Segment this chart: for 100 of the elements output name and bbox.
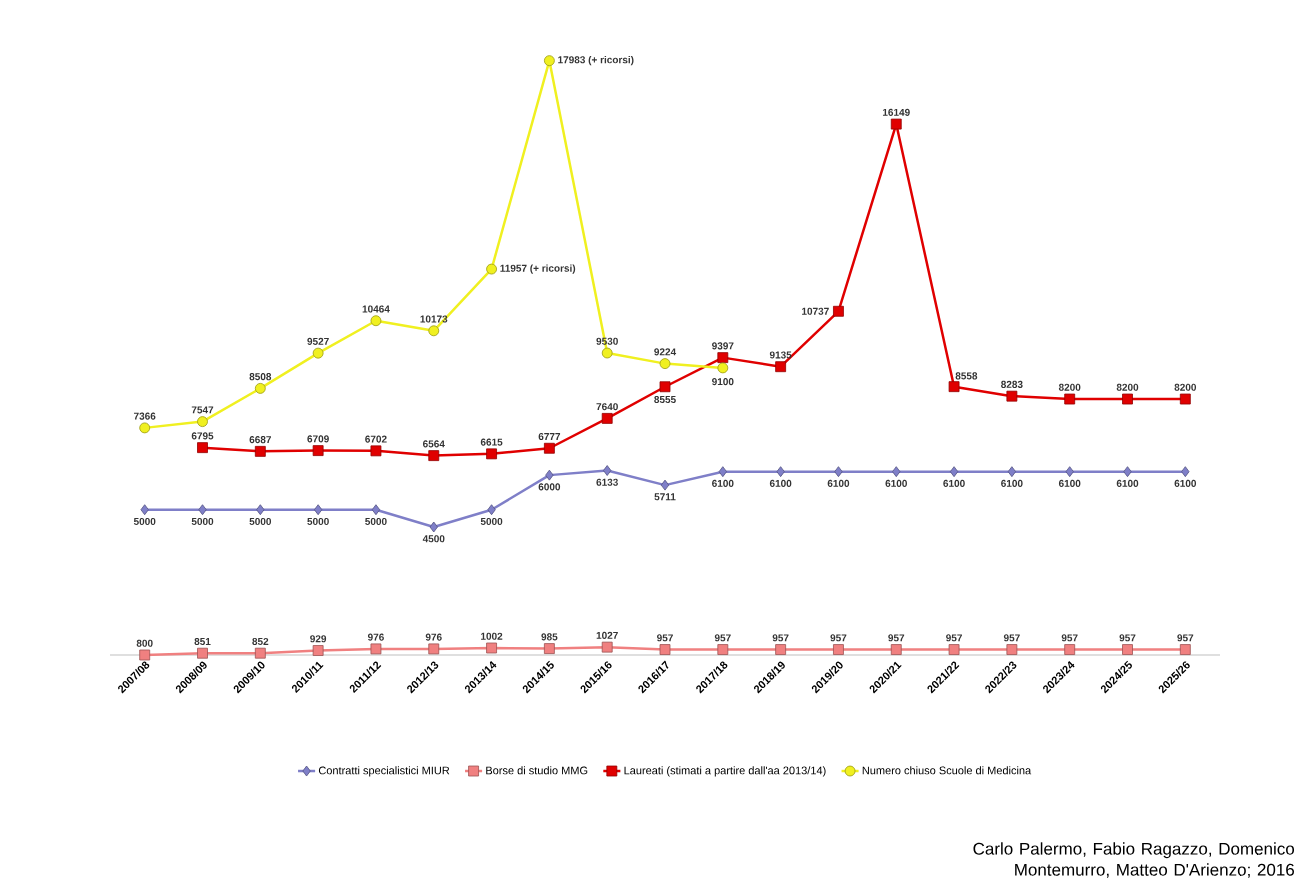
legend-label: Borse di studio MMG — [486, 766, 588, 775]
point — [486, 448, 497, 460]
point — [1122, 644, 1133, 655]
point — [543, 55, 555, 67]
point — [1006, 390, 1018, 402]
data-label: 976 — [425, 633, 442, 641]
point — [834, 466, 843, 478]
point — [428, 325, 440, 337]
data-label: 10464 — [362, 305, 390, 313]
point — [312, 645, 324, 656]
data-label: 6133 — [596, 478, 618, 486]
data-label: 957 — [657, 634, 673, 642]
point — [890, 118, 902, 130]
data-label: 985 — [541, 633, 558, 641]
data-label: 17983 (+ ricorsi) — [558, 55, 634, 66]
data-label: 9135 — [769, 351, 792, 359]
point — [659, 644, 671, 655]
data-label: 5000 — [191, 517, 214, 525]
data-label: 6100 — [1174, 479, 1197, 487]
point — [370, 643, 382, 655]
point — [892, 466, 901, 478]
data-label: 6100 — [827, 479, 850, 487]
data-label: 8200 — [1058, 383, 1081, 391]
point — [313, 504, 323, 516]
data-label: 957 — [1061, 634, 1078, 642]
point — [718, 466, 727, 478]
point — [487, 504, 496, 516]
data-label: 8200 — [1174, 383, 1197, 391]
data-label: 9527 — [307, 337, 329, 345]
data-label: 800 — [136, 639, 153, 647]
point — [948, 644, 960, 655]
point — [1179, 393, 1191, 405]
data-label: 957 — [1177, 634, 1194, 642]
point — [486, 642, 497, 654]
point — [371, 504, 381, 516]
point — [1064, 644, 1076, 655]
point — [1007, 466, 1017, 478]
data-label: 7366 — [133, 412, 156, 420]
data-label: 6709 — [307, 435, 329, 443]
point — [1179, 644, 1191, 655]
point — [139, 649, 151, 661]
point — [717, 362, 729, 374]
point — [370, 315, 382, 327]
data-label: 6100 — [1058, 479, 1081, 487]
point — [601, 347, 613, 359]
point — [312, 445, 324, 456]
data-label: 5711 — [654, 493, 676, 501]
data-label: 976 — [367, 633, 384, 641]
data-label: 957 — [714, 634, 731, 642]
legend-label: Contratti specialistici MIUR — [318, 766, 450, 777]
point — [717, 644, 729, 655]
point — [256, 504, 265, 516]
data-label: 957 — [946, 634, 962, 642]
point — [197, 647, 208, 659]
point — [660, 479, 670, 491]
data-label: 6687 — [249, 436, 271, 444]
data-label: 6615 — [480, 438, 503, 446]
data-label: 8200 — [1116, 383, 1139, 391]
point — [312, 347, 324, 359]
point — [833, 644, 844, 655]
point — [949, 466, 959, 478]
point — [659, 381, 671, 393]
data-label: 957 — [1119, 634, 1136, 642]
point — [776, 466, 785, 478]
data-label: 6100 — [769, 479, 792, 487]
point — [603, 465, 612, 476]
point — [775, 361, 787, 373]
data-label: 852 — [252, 637, 269, 645]
point — [1065, 466, 1074, 478]
data-label: 5000 — [480, 517, 503, 525]
data-label: 5000 — [307, 517, 329, 525]
data-label: 7547 — [191, 406, 214, 414]
data-label: 6100 — [1116, 479, 1139, 487]
data-label: 957 — [830, 634, 847, 642]
data-label: 6702 — [365, 435, 387, 443]
data-label: 6777 — [538, 432, 561, 441]
data-label: 16149 — [882, 108, 910, 116]
point — [545, 469, 554, 481]
data-label: 851 — [194, 637, 211, 646]
point — [717, 352, 729, 364]
data-label: 957 — [1003, 634, 1020, 642]
point — [429, 521, 438, 533]
data-label: 9100 — [712, 378, 734, 386]
point — [543, 442, 555, 454]
point — [775, 644, 787, 655]
point — [140, 504, 149, 516]
point — [601, 641, 613, 653]
point — [890, 644, 902, 655]
point — [428, 643, 440, 655]
point — [948, 381, 960, 393]
data-label: 8508 — [249, 373, 272, 381]
point — [1122, 393, 1133, 405]
point — [197, 442, 208, 454]
data-label: 6100 — [943, 479, 965, 487]
data-label: 4500 — [422, 535, 445, 543]
point — [486, 263, 497, 275]
data-label: 6100 — [1001, 479, 1023, 487]
legend-label: Laureati (stimati a partire dall'aa 2013/14) — [624, 766, 826, 777]
point — [370, 445, 382, 457]
point — [1123, 466, 1132, 478]
